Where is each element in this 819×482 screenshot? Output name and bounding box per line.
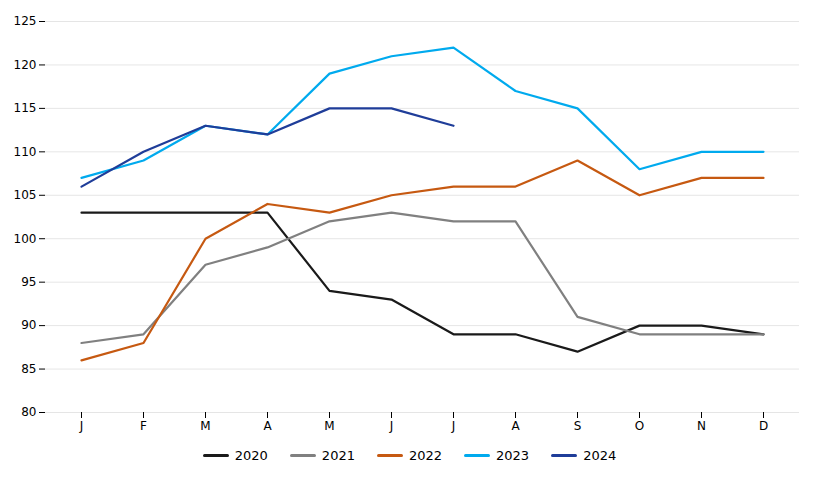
svg-text:100: 100 xyxy=(14,232,37,246)
svg-text:125: 125 xyxy=(14,14,37,28)
svg-text:M: M xyxy=(324,419,334,433)
html-text:2020: 2020 xyxy=(234,448,268,463)
svg-text:N: N xyxy=(697,419,706,433)
svg-text:F: F xyxy=(140,419,147,433)
svg-text:D: D xyxy=(759,419,768,433)
svg-text:J: J xyxy=(451,419,456,433)
svg-text:80: 80 xyxy=(21,405,36,419)
svg-text:O: O xyxy=(635,419,644,433)
svg-text:J: J xyxy=(79,419,84,433)
html-text:2024: 2024 xyxy=(583,448,617,463)
svg-text:120: 120 xyxy=(14,58,37,72)
svg-text:S: S xyxy=(574,419,582,433)
svg-text:A: A xyxy=(263,419,272,433)
html-text:2023: 2023 xyxy=(496,448,530,463)
html-text:2022: 2022 xyxy=(409,448,442,463)
svg-text:110: 110 xyxy=(14,145,37,159)
svg-text:95: 95 xyxy=(21,275,36,289)
svg-text:A: A xyxy=(511,419,520,433)
svg-text:105: 105 xyxy=(14,188,37,202)
svg-text:90: 90 xyxy=(21,318,36,332)
svg-text:85: 85 xyxy=(21,362,36,376)
svg-text:J: J xyxy=(389,419,394,433)
svg-text:115: 115 xyxy=(14,101,37,115)
svg-text:M: M xyxy=(200,419,210,433)
html-text:2021: 2021 xyxy=(321,448,355,463)
